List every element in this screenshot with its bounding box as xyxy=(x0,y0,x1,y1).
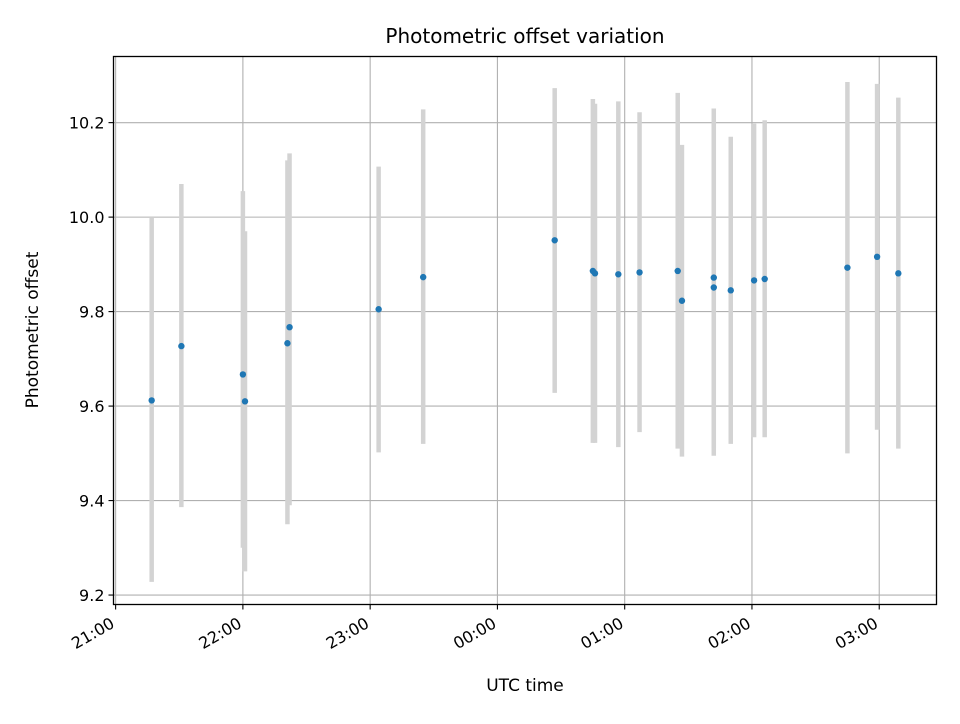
data-point xyxy=(674,267,681,275)
data-point xyxy=(286,323,293,331)
data-point xyxy=(710,274,717,281)
y-tick-label: 9.4 xyxy=(79,492,104,511)
y-tick-label: 10.2 xyxy=(69,114,105,133)
y-axis-ticks: 9.2 9.4 9.6 9.8 10.0 10.2 xyxy=(69,114,114,605)
data-point xyxy=(710,284,717,291)
data-point xyxy=(239,371,247,378)
data-point xyxy=(551,237,558,244)
chart-title: Photometric offset variation xyxy=(385,24,664,48)
data-point xyxy=(375,306,382,313)
data-point xyxy=(727,287,734,294)
data-point xyxy=(636,269,643,276)
data-point xyxy=(419,273,427,281)
data-point xyxy=(148,397,155,404)
plot-frame xyxy=(112,55,938,606)
y-tick-label: 9.2 xyxy=(79,586,104,605)
data-point xyxy=(591,270,599,277)
data-point xyxy=(678,297,686,304)
data-point xyxy=(895,270,902,277)
y-tick-label: 9.8 xyxy=(79,303,104,322)
data-point xyxy=(178,342,185,350)
y-axis-label: Photometric offset xyxy=(23,251,43,408)
data-point xyxy=(284,340,291,347)
data-point xyxy=(750,277,758,284)
y-tick-label: 9.6 xyxy=(79,397,104,416)
data-point xyxy=(844,264,851,271)
data-point xyxy=(615,271,622,278)
data-point xyxy=(241,398,249,405)
data-point xyxy=(761,275,768,283)
x-axis-label: UTC time xyxy=(486,676,564,696)
y-tick-label: 10.0 xyxy=(69,208,105,227)
data-point xyxy=(873,253,881,261)
point-layer xyxy=(148,237,902,405)
